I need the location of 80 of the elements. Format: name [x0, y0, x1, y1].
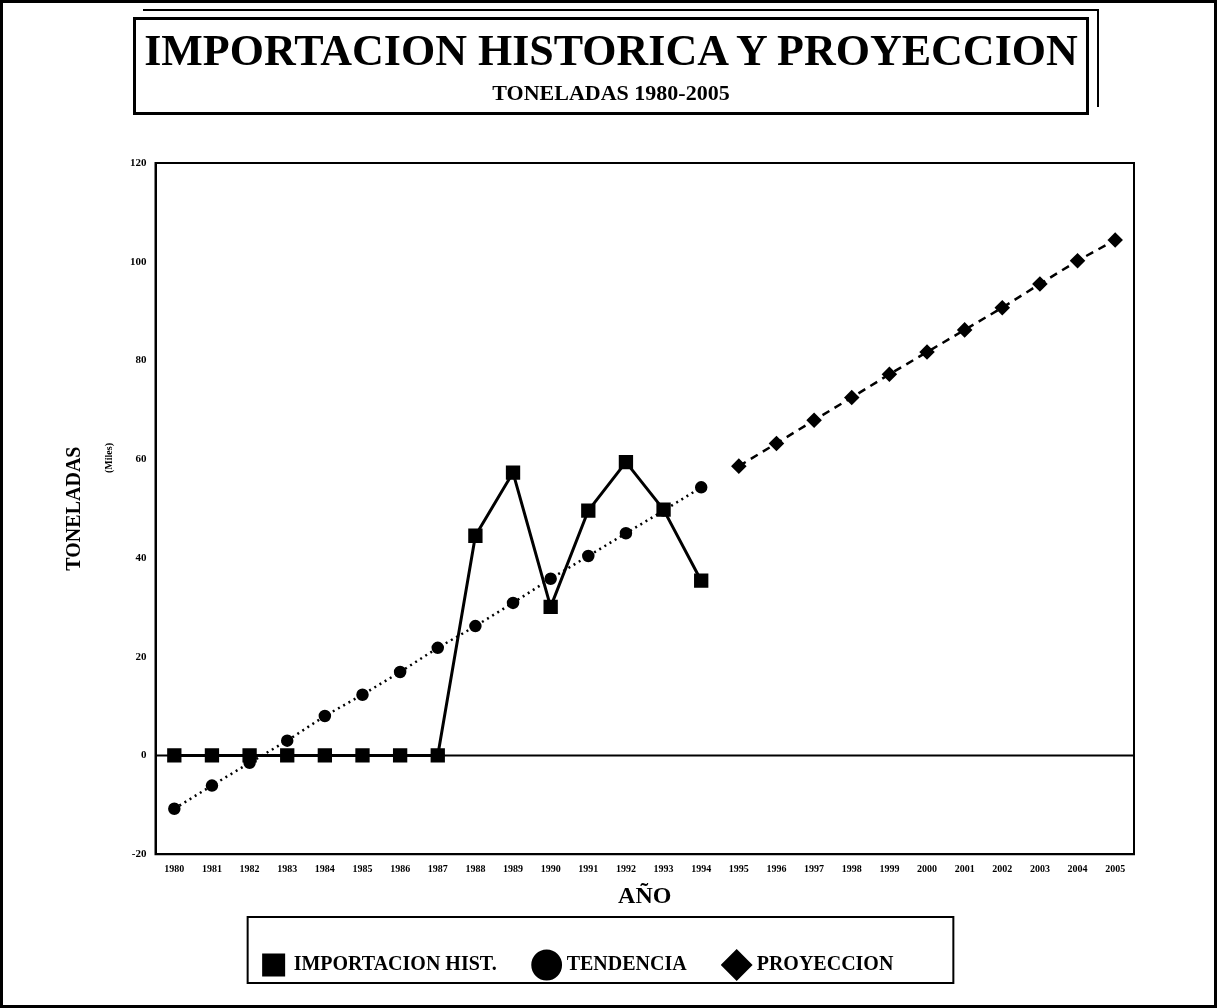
point [242, 748, 257, 763]
point [204, 748, 220, 763]
y-tick-label: 0 [141, 748, 147, 761]
legend-label: PROYECCION [756, 952, 894, 975]
point [806, 412, 822, 428]
text: (Miles) [103, 443, 114, 473]
legend-label: TENDENCIA [566, 952, 688, 975]
x-tick-label: 1987 [427, 862, 448, 874]
x-tick-label: 1988 [465, 862, 486, 874]
point [356, 688, 369, 701]
point [769, 436, 784, 451]
point [392, 748, 408, 763]
x-tick-label: 1985 [352, 862, 373, 874]
x-tick-label: 2002 [992, 862, 1013, 874]
point [581, 503, 596, 518]
point [619, 527, 633, 540]
point [168, 802, 181, 816]
point [618, 455, 634, 470]
x-tick-label: 1998 [841, 862, 862, 874]
x-tick-label: 2000 [917, 862, 938, 874]
chart-title: IMPORTACION HISTORICA Y PROYECCION [143, 25, 1079, 77]
x-tick-label: 1997 [804, 862, 825, 874]
point [1107, 232, 1123, 248]
point [167, 748, 182, 763]
x-tick-label: 1984 [314, 862, 335, 874]
point [318, 709, 332, 723]
point [882, 367, 897, 382]
point [957, 322, 972, 338]
x-tick-label: 1993 [653, 862, 674, 874]
x-axis-title: AÑO [618, 881, 672, 908]
y-axis-title: TONELADAS [62, 446, 85, 571]
point [544, 572, 557, 585]
point [468, 528, 483, 543]
x-tick-label: 1986 [390, 862, 411, 874]
point [1032, 276, 1048, 292]
point [280, 734, 294, 747]
x-tick-label: 1992 [615, 862, 636, 874]
x-tick-label: 1991 [578, 862, 599, 874]
point [731, 458, 747, 474]
point [543, 599, 558, 615]
point [431, 641, 445, 655]
y-tick-label: -20 [131, 847, 147, 860]
legend-label: IMPORTACION HIST. [293, 952, 497, 975]
x-tick-label: 1989 [503, 862, 524, 874]
x-tick-label: 1999 [879, 862, 900, 874]
point [582, 549, 595, 563]
x-tick-label: 1981 [201, 862, 222, 874]
chart-subtitle: TONELADAS 1980-2005 [491, 80, 731, 106]
point [430, 748, 445, 763]
point [844, 390, 859, 405]
point [506, 596, 520, 610]
point [469, 619, 482, 633]
x-tick-label: 1996 [766, 862, 787, 874]
point [919, 344, 935, 360]
x-tick-label: 2005 [1105, 862, 1126, 874]
x-tick-label: 1995 [728, 862, 749, 874]
x-tick-label: 2001 [954, 862, 975, 874]
point [355, 748, 370, 763]
point [393, 665, 407, 679]
point [694, 573, 709, 588]
point [1070, 253, 1085, 269]
y-tick-label: 120 [130, 155, 147, 168]
point [205, 779, 219, 792]
x-tick-label: 1983 [277, 862, 298, 874]
x-tick-label: 1994 [691, 862, 712, 874]
y-tick-label: 100 [130, 254, 147, 267]
point [280, 748, 295, 763]
x-tick-label: 1982 [239, 862, 260, 874]
x-tick-label: 1980 [164, 862, 185, 874]
point [694, 481, 708, 494]
y-tick-label: 60 [135, 452, 147, 465]
y-tick-label: 20 [135, 649, 147, 662]
x-tick-label: 2004 [1067, 862, 1088, 874]
point [995, 300, 1010, 315]
x-tick-label: 2003 [1029, 862, 1050, 874]
point [505, 465, 521, 480]
x-tick-label: 1990 [540, 862, 561, 874]
y-tick-label: 40 [135, 550, 147, 563]
point [317, 748, 333, 763]
y-tick-label: 80 [135, 353, 147, 366]
